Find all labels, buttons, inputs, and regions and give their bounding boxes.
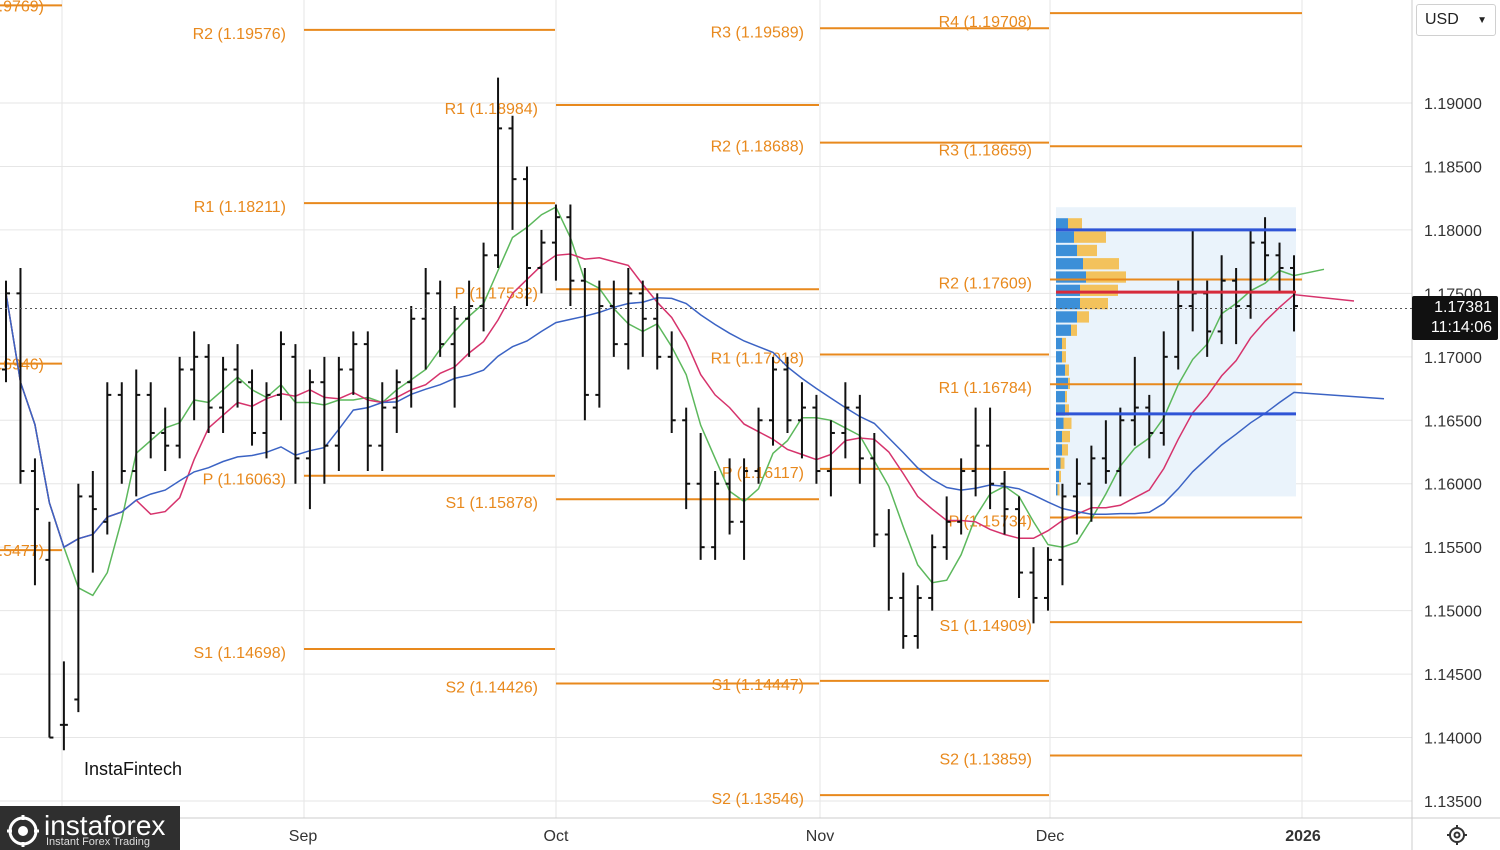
pivot-label: S1 (1.15878) <box>445 495 538 512</box>
profile-bar-sell <box>1056 404 1065 416</box>
logo-tagline: Instant Forex Trading <box>46 836 150 848</box>
price-tick-label: 1.16500 <box>1424 413 1482 430</box>
pivot-label: R4 (1.19708) <box>939 14 1032 31</box>
profile-bar-sell <box>1056 351 1062 363</box>
profile-bar-buy <box>1057 484 1060 496</box>
time-tick-label: Dec <box>1036 828 1064 845</box>
profile-bar-buy <box>1065 364 1069 376</box>
pivot-label: S1 (1.14909) <box>939 618 1032 635</box>
pivot-label: R1 (1.16784) <box>939 380 1032 397</box>
profile-bar-sell <box>1056 324 1071 336</box>
profile-bar-sell <box>1056 271 1086 283</box>
vwap-lines <box>1056 228 1296 416</box>
price-axis[interactable]: 1.13500 1.14000 1.14500 1.15000 1.15500 1.160… <box>1424 96 1482 811</box>
profile-bar-sell <box>1056 364 1065 376</box>
pivot-label: P (1.16063) <box>203 472 286 489</box>
profile-bar-sell <box>1056 311 1077 323</box>
pivot-label: R2 (1.19576) <box>193 26 286 43</box>
candle-countdown: 11:14:06 <box>1430 319 1492 336</box>
profile-bar-buy <box>1077 311 1089 323</box>
pivot-label: S2 (1.13859) <box>939 751 1032 768</box>
pivot-label: R1 (1.17018) <box>711 351 804 368</box>
pivot-label: S2 (1.13546) <box>711 791 804 808</box>
pivot-label: R3 (1.19589) <box>711 24 804 41</box>
pivot-label: R1 (1.18984) <box>445 101 538 118</box>
instaforex-logo[interactable]: instaforex Instant Forex Trading <box>0 806 180 850</box>
current-price-value: 1.17381 <box>1434 299 1492 316</box>
price-tick-label: 1.13500 <box>1424 794 1482 811</box>
price-tick-label: 1.17000 <box>1424 350 1482 367</box>
price-tick-label: 1.14000 <box>1424 731 1482 748</box>
pivot-label: S1 (1.14447) <box>711 677 804 694</box>
profile-bar-buy <box>1074 231 1106 243</box>
time-axis[interactable]: Sep Oct Nov Dec 2026 <box>289 828 1321 845</box>
pivot-label: R2 (1.18688) <box>711 139 804 156</box>
profile-bar-sell <box>1056 284 1080 296</box>
profile-bar-sell <box>1056 244 1077 257</box>
pivot-label: S1 (1.14698) <box>193 645 286 662</box>
price-tick-label: 1.15000 <box>1424 604 1482 621</box>
pivot-label: .6946) <box>0 357 44 374</box>
pivot-label: P (1.16117) <box>722 465 804 482</box>
profile-bar-sell <box>1056 444 1062 456</box>
currency-selector[interactable]: USD ▼ <box>1416 4 1496 36</box>
time-tick-label: Sep <box>289 828 318 845</box>
profile-bar-sell <box>1056 484 1058 496</box>
profile-bar-sell <box>1056 337 1062 350</box>
price-tick-label: 1.18000 <box>1424 223 1482 240</box>
time-tick-label: 2026 <box>1285 828 1321 845</box>
profile-bar-sell <box>1056 391 1065 403</box>
profile-bar-sell <box>1056 218 1068 230</box>
profile-bar-buy <box>1062 351 1066 363</box>
profile-bar-buy <box>1062 444 1068 456</box>
profile-bar-buy <box>1080 297 1108 310</box>
time-tick-label: Nov <box>806 828 834 845</box>
profile-bar-sell <box>1056 258 1083 270</box>
profile-bar-buy <box>1063 417 1072 429</box>
profile-bar-sell <box>1056 417 1064 429</box>
profile-bar-buy <box>1080 284 1118 296</box>
volume-profile <box>1056 207 1296 497</box>
profile-bar-buy <box>1071 324 1077 336</box>
profile-bar-buy <box>1059 470 1061 483</box>
pivot-label: R2 (1.17609) <box>939 276 1032 293</box>
price-tick-label: 1.16000 <box>1424 477 1482 494</box>
profile-bar-buy <box>1062 430 1070 443</box>
chevron-down-icon: ▼ <box>1477 14 1487 26</box>
logo-text: instaforex <box>44 810 166 841</box>
pivot-label: R1 (1.18211) <box>194 199 286 216</box>
profile-bar-sell <box>1056 297 1080 310</box>
price-tick-label: 1.18500 <box>1424 159 1482 176</box>
currency-label: USD <box>1425 11 1459 28</box>
pivot-label: .9769) <box>0 0 44 15</box>
profile-bar-sell <box>1056 470 1059 483</box>
profile-bar-buy <box>1068 218 1082 230</box>
pivot-label: R3 (1.18659) <box>939 142 1032 159</box>
ohlc-bars <box>2 77 1298 751</box>
profile-bar-sell <box>1056 457 1061 469</box>
pivot-label: P (1.15734) <box>949 513 1032 530</box>
profile-bar-buy <box>1083 258 1119 270</box>
price-tick-label: 1.14500 <box>1424 667 1482 684</box>
pivot-label: P (1.17532) <box>455 285 538 302</box>
time-tick-label: Oct <box>544 828 569 845</box>
profile-bar-sell <box>1056 231 1074 243</box>
profile-bar-buy <box>1065 404 1069 416</box>
profile-bar-buy <box>1062 337 1066 350</box>
logo-icon <box>7 815 39 847</box>
profile-bar-buy <box>1060 457 1065 469</box>
current-price-tag: 1.17381 11:14:06 <box>1412 296 1498 340</box>
settings-icon[interactable] <box>1446 824 1468 846</box>
profile-bar-buy <box>1077 244 1097 257</box>
price-tick-label: 1.19000 <box>1424 96 1482 113</box>
pivot-label: S2 (1.14426) <box>445 679 538 696</box>
profile-bar-buy <box>1086 271 1126 283</box>
pivot-label: .5477) <box>0 543 44 560</box>
price-tick-label: 1.15500 <box>1424 540 1482 557</box>
watermark-label: InstaFintech <box>74 752 210 786</box>
profile-bar-buy <box>1065 391 1067 403</box>
profile-bar-sell <box>1056 430 1062 443</box>
